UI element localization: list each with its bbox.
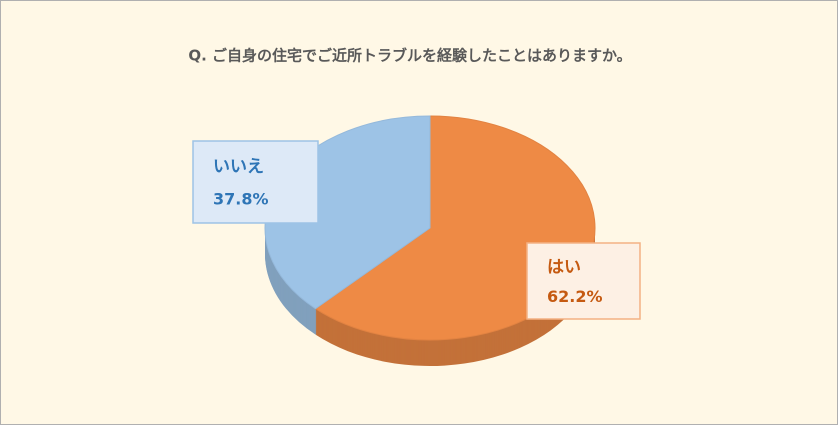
- label-box: [192, 140, 319, 224]
- value-label: 62.2%: [547, 287, 603, 306]
- value-label: 37.8%: [213, 190, 269, 209]
- chart-title: Q. ご自身の住宅でご近所トラブルを経験したことはありますか。: [188, 47, 631, 65]
- category-label: はい: [547, 257, 581, 277]
- label-box: [526, 242, 641, 320]
- category-label: いいえ: [213, 157, 264, 177]
